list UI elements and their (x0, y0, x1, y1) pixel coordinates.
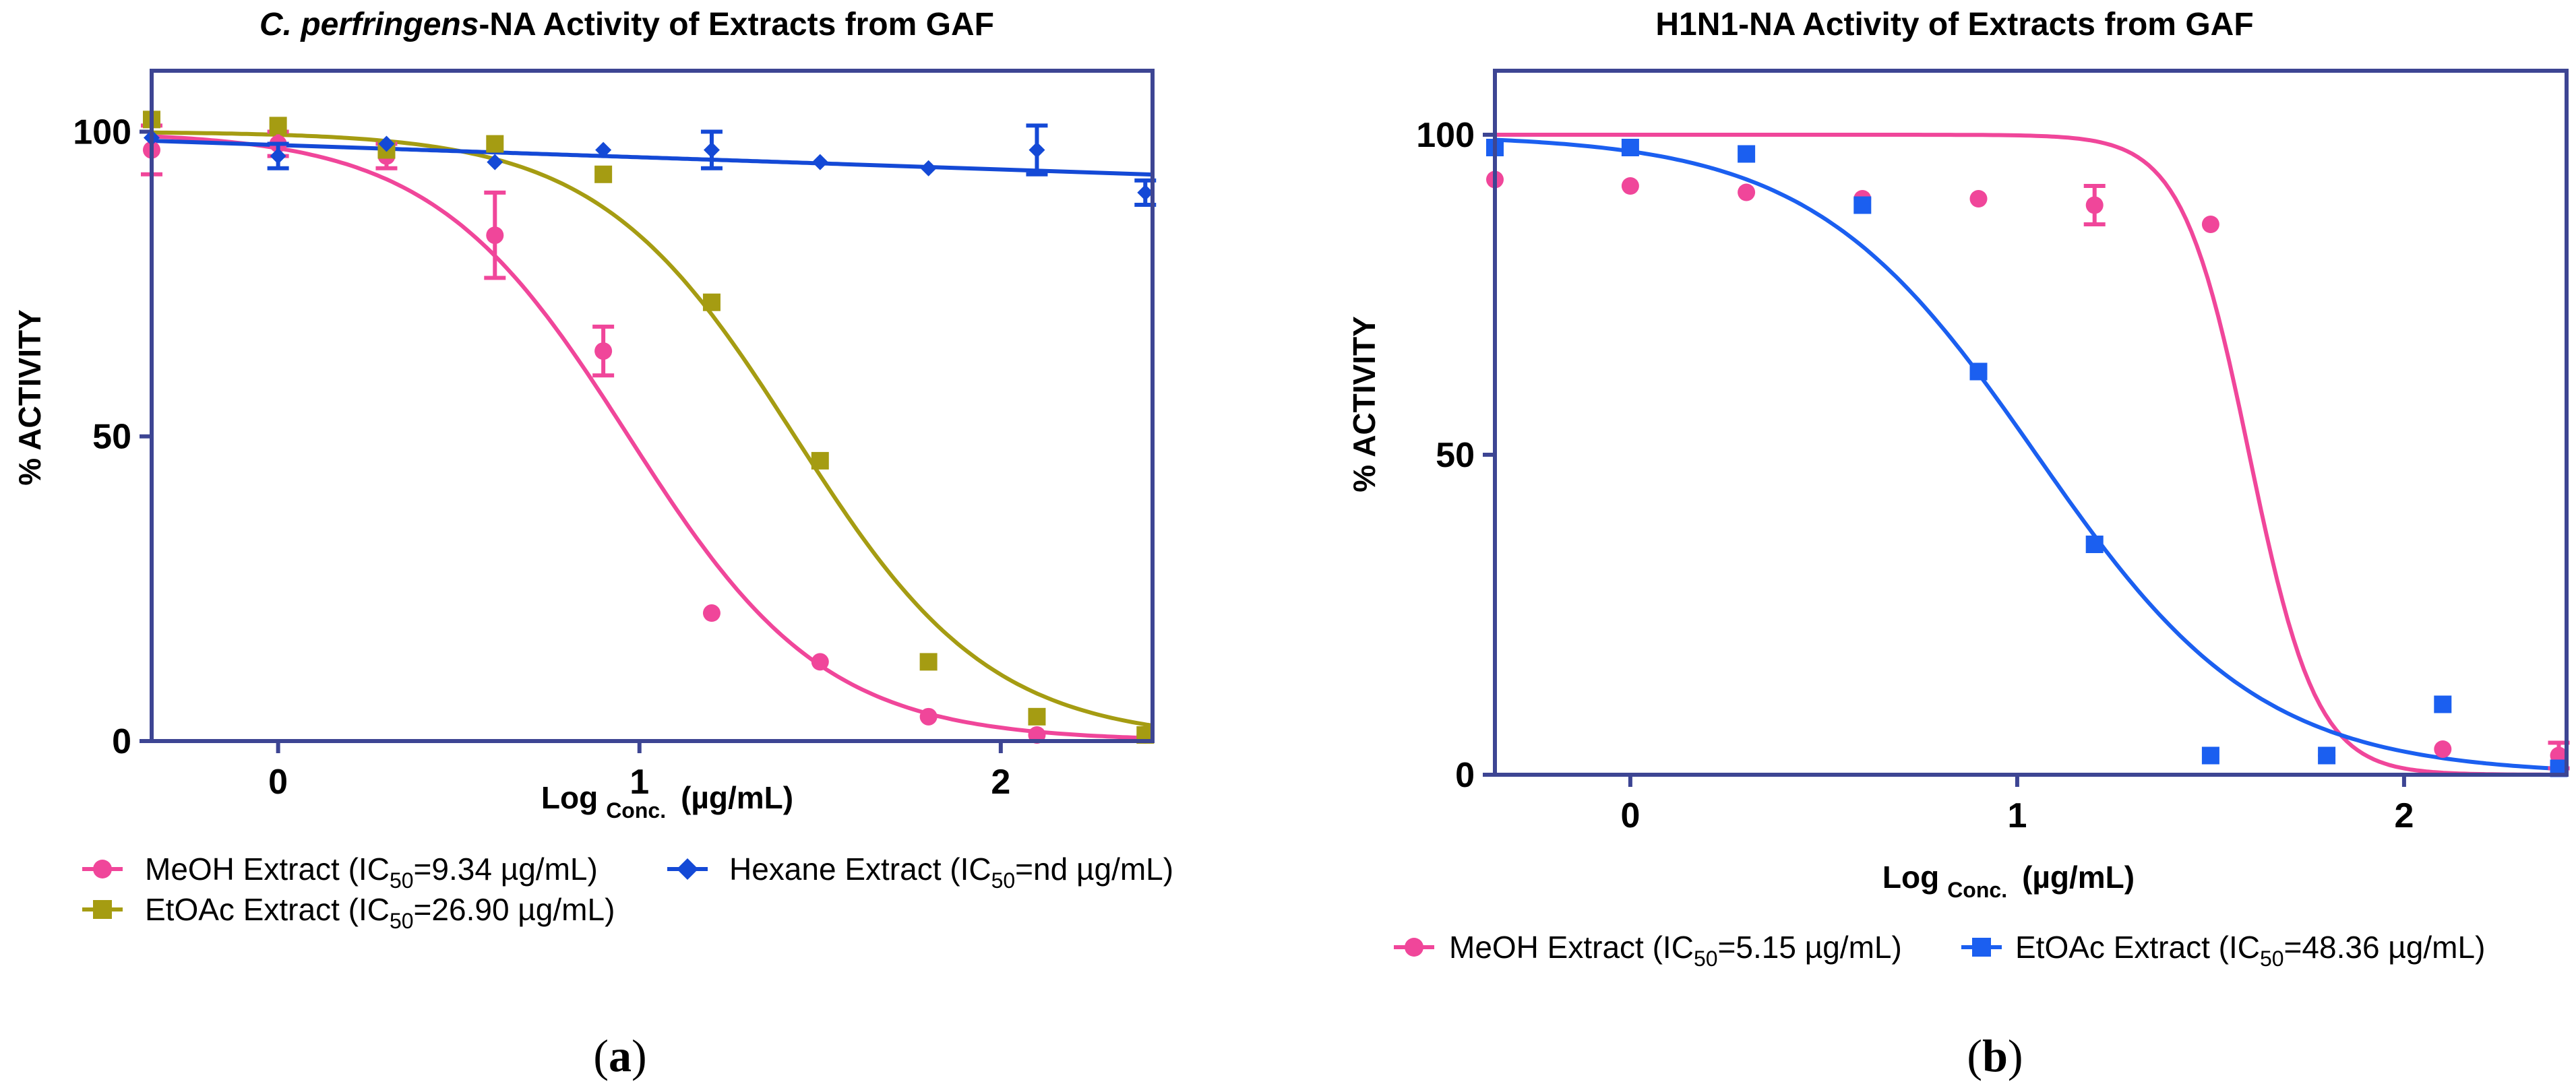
data-point-etoac (1969, 362, 1988, 381)
legend-label-meoh: MeOH Extract (IC50=5.15 µg/mL) (1449, 930, 1902, 971)
y-tick-label: 50 (92, 418, 131, 457)
x-tick-label: 2 (2394, 796, 2414, 835)
legend-item-etoac[interactable]: EtOAc Extract (IC50=26.90 µg/mL) (82, 892, 615, 933)
data-point-hexane (378, 135, 395, 152)
data-point-etoac (269, 117, 287, 135)
data-point-meoh (594, 342, 613, 360)
legend-label-etoac: EtOAc Extract (IC50=26.90 µg/mL) (145, 892, 615, 933)
panel-caption-b: (b) (1967, 1030, 2023, 1081)
y-tick-label: 0 (1455, 756, 1475, 795)
legend-marker-circle (1405, 938, 1423, 957)
data-point-etoac (1028, 707, 1046, 726)
legend: MeOH Extract (IC50=5.15 µg/mL) EtOAc Ext… (1394, 930, 2485, 971)
data-point-meoh (2434, 740, 2452, 758)
y-tick-label: 100 (73, 113, 131, 152)
data-points (1486, 139, 2570, 777)
chart-title: C. perfringens-NA Activity of Extracts f… (259, 7, 994, 42)
x-tick-label: 0 (268, 763, 288, 802)
chart-title: H1N1-NA Activity of Extracts from GAF (1655, 7, 2253, 42)
x-tick-label: 1 (630, 763, 649, 802)
x-tick-labels: 0 1 2 (268, 763, 1010, 802)
x-tick-label: 2 (991, 763, 1010, 802)
fit-curve-etoac (1494, 137, 2567, 771)
data-point-etoac (1738, 145, 1756, 163)
data-point-hexane (920, 160, 937, 177)
x-axis-label: Log Conc. (µg/mL) (1882, 860, 2135, 902)
legend-label-etoac: EtOAc Extract (IC50=48.36 µg/mL) (2015, 930, 2485, 971)
chart-title-rest: H1N1-NA Activity of Extracts from GAF (1655, 7, 2253, 42)
plot-frame (150, 69, 1155, 743)
data-point-hexane (1137, 184, 1154, 201)
chart-panel-a: C. perfringens-NA Activity of Extracts f… (12, 7, 1173, 1081)
y-axis-label: % ACTIVITY (12, 309, 47, 486)
legend-marker-square (93, 900, 112, 919)
fit-curve-etoac (151, 130, 1153, 728)
legend-item-etoac[interactable]: EtOAc Extract (IC50=48.36 µg/mL) (1961, 930, 2485, 971)
data-points (141, 110, 1157, 744)
chart-panel-b: H1N1-NA Activity of Extracts from GAF % … (1347, 7, 2570, 1081)
data-point-hexane (811, 154, 828, 170)
data-point-hexane (703, 141, 720, 158)
data-point-meoh (486, 226, 504, 245)
x-tick-label: 1 (2007, 796, 2027, 835)
data-point-meoh (2201, 216, 2219, 233)
legend-marker-square (1972, 938, 1991, 957)
data-point-etoac (1853, 196, 1872, 214)
y-tick-labels: 0 50 100 (73, 113, 131, 761)
data-point-etoac (2085, 536, 2104, 553)
data-point-etoac (811, 451, 829, 470)
data-point-etoac (594, 165, 613, 183)
data-point-meoh (702, 604, 720, 622)
fit-curves (1494, 133, 2567, 777)
data-point-etoac (702, 293, 720, 311)
tick-marks (140, 129, 1003, 753)
x-tick-labels: 0 1 2 (1620, 796, 2414, 835)
panel-caption-a: (a) (593, 1030, 646, 1081)
fit-curve-hexane (151, 139, 1153, 177)
fit-curves (151, 130, 1153, 740)
data-point-meoh (919, 707, 938, 726)
legend-item-meoh[interactable]: MeOH Extract (IC50=5.15 µg/mL) (1394, 930, 1902, 971)
data-point-etoac (2434, 695, 2452, 713)
data-point-hexane (487, 154, 503, 170)
data-point-hexane (1029, 141, 1045, 158)
data-point-hexane (270, 148, 286, 164)
y-tick-label: 0 (112, 722, 131, 761)
y-tick-labels: 0 50 100 (1416, 116, 1475, 795)
x-tick-label: 0 (1620, 796, 1640, 835)
data-point-etoac (1621, 139, 1639, 156)
legend-marker-circle (93, 860, 112, 878)
chart-title-italic: C. perfringens (259, 7, 479, 42)
legend-label-hexane: Hexane Extract (IC50=nd µg/mL) (729, 852, 1173, 893)
plot-frame (1493, 69, 2569, 777)
y-axis-label: % ACTIVITY (1347, 316, 1382, 492)
data-point-meoh (2085, 196, 2104, 214)
chart-title-rest: -NA Activity of Extracts from GAF (479, 7, 994, 42)
fit-curve-meoh (151, 134, 1153, 740)
y-tick-label: 100 (1416, 116, 1475, 155)
data-point-etoac (2201, 746, 2219, 765)
y-tick-label: 50 (1436, 436, 1475, 475)
x-axis-label: Log Conc. (µg/mL) (541, 780, 793, 823)
legend-marker-diamond (677, 858, 698, 880)
legend-item-meoh[interactable]: MeOH Extract (IC50=9.34 µg/mL) (82, 852, 598, 893)
legend-item-hexane[interactable]: Hexane Extract (IC50=nd µg/mL) (667, 852, 1173, 893)
data-point-hexane (595, 141, 612, 158)
data-point-etoac (486, 135, 504, 153)
data-point-etoac (2318, 746, 2336, 765)
data-point-meoh (1738, 183, 1756, 201)
data-point-etoac (919, 653, 938, 671)
tick-marks (1483, 133, 2406, 787)
legend: MeOH Extract (IC50=9.34 µg/mL) Hexane Ex… (82, 852, 1173, 933)
data-point-meoh (1621, 177, 1639, 195)
data-point-meoh (811, 653, 829, 671)
fit-curve-meoh (1495, 133, 2567, 777)
data-point-meoh (1969, 190, 1988, 207)
legend-label-meoh: MeOH Extract (IC50=9.34 µg/mL) (145, 852, 598, 893)
